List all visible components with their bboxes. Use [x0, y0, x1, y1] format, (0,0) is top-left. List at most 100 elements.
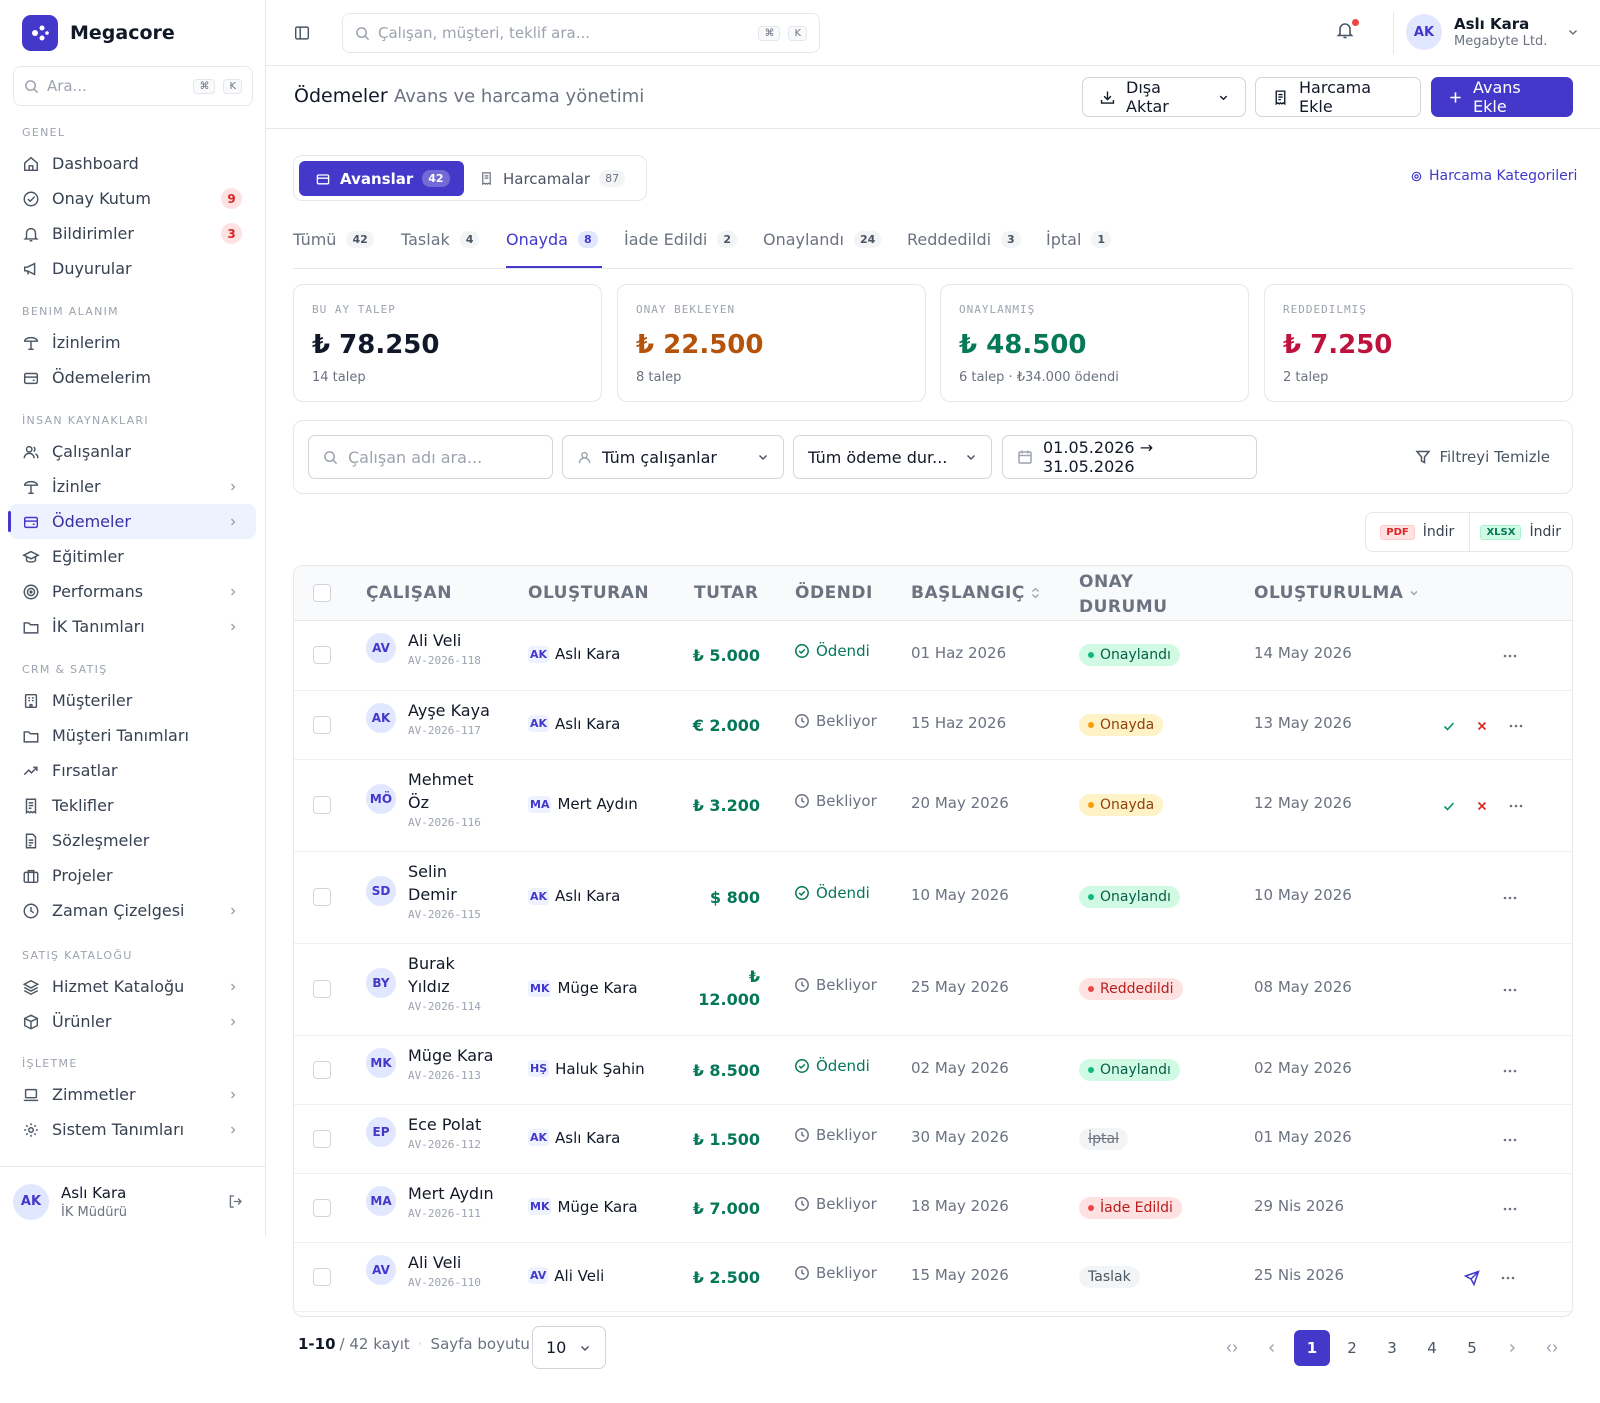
table-row[interactable]: MK Müge Kara AV-2026-113 HŞ Haluk Şahin ₺ 8.5…	[294, 1036, 1572, 1105]
brand[interactable]: Megacore	[22, 15, 175, 51]
page-1-button[interactable]: 1	[1294, 1330, 1330, 1366]
sidebar-item-onay-kutum[interactable]: Onay Kutum 9	[9, 181, 256, 216]
sidebar-item-duyurular[interactable]: Duyurular	[9, 251, 256, 286]
expense-categories-link[interactable]: Harcama Kategorileri	[1410, 168, 1577, 184]
sidebar-item-egitimler[interactable]: Eğitimler	[9, 539, 256, 574]
last-page-button[interactable]	[1534, 1330, 1570, 1366]
column-approval[interactable]: ONAY DURUMU	[1079, 570, 1168, 620]
table-row[interactable]: AV Ali Veli AV-2026-118 AK Aslı Kara ₺ 5.000 Ö…	[294, 621, 1572, 691]
xlsx-download-button[interactable]: XLSX İndir	[1470, 513, 1573, 551]
employee-cell[interactable]: AV Ali Veli AV-2026-118	[366, 629, 481, 667]
page-3-button[interactable]: 3	[1387, 1339, 1397, 1357]
sidebar-item-projeler[interactable]: Projeler	[9, 858, 256, 893]
row-checkbox[interactable]	[313, 715, 331, 734]
sidebar-item-bildirimler[interactable]: Bildirimler 3	[9, 216, 256, 251]
tab-onaylandi[interactable]: Onaylandı 24	[763, 226, 882, 268]
row-checkbox[interactable]	[313, 1060, 331, 1079]
column-employee[interactable]: ÇALIŞAN	[366, 583, 452, 603]
row-checkbox[interactable]	[313, 1267, 331, 1286]
table-row[interactable]: SD Selin Demir AV-2026-115 AK Aslı Kara $ 800 Ö…	[294, 852, 1572, 944]
tab-reddedildi[interactable]: Reddedildi 3	[907, 226, 1021, 268]
sidebar-item-musteriler[interactable]: Müşteriler	[9, 683, 256, 718]
employee-cell[interactable]: AV Ali Veli AV-2026-110	[366, 1251, 481, 1289]
more-actions-icon[interactable]	[1500, 1276, 1516, 1280]
sidebar-item-izinlerim[interactable]: İzinlerim	[9, 325, 256, 360]
date-range-picker[interactable]: 01.05.2026 → 31.05.2026	[1002, 435, 1257, 479]
reject-icon[interactable]	[1476, 800, 1488, 812]
payment-status-select[interactable]: Tüm ödeme dur...	[793, 435, 992, 479]
avatar[interactable]: AK	[13, 1183, 49, 1220]
sidebar-item-odemeler[interactable]: Ödemeler	[8, 504, 256, 539]
employee-cell[interactable]: MK Müge Kara AV-2026-113	[366, 1044, 493, 1082]
next-page-button[interactable]	[1494, 1330, 1530, 1366]
employee-cell[interactable]: EP Ece Polat AV-2026-112	[366, 1113, 481, 1151]
employee-select[interactable]: Tüm çalışanlar	[562, 435, 784, 479]
sidebar-item-sozlesmeler[interactable]: Sözleşmeler	[9, 823, 256, 858]
prev-page-button[interactable]	[1254, 1330, 1290, 1366]
export-button[interactable]: Dışa Aktar	[1082, 77, 1246, 117]
global-search-input[interactable]: Çalışan, müşteri, teklif ara... ⌘ K	[342, 13, 820, 53]
approve-icon[interactable]	[1442, 799, 1456, 813]
table-row[interactable]: AV Ali Veli AV-2026-110 AV Ali Veli ₺ 2.500 Be…	[294, 1243, 1572, 1312]
column-amount[interactable]: TUTAR	[694, 583, 759, 603]
tab-iptal[interactable]: İptal 1	[1046, 226, 1112, 268]
table-row[interactable]: MA Mert Aydın AV-2026-111 MK Müge Kara ₺ 7.00…	[294, 1174, 1572, 1243]
tab-iade-edildi[interactable]: İade Edildi 2	[624, 226, 738, 268]
reject-icon[interactable]	[1476, 720, 1488, 732]
first-page-button[interactable]	[1214, 1330, 1250, 1366]
sidebar-item-odemelerim[interactable]: Ödemelerim	[9, 360, 256, 395]
sidebar-item-firsatlar[interactable]: Fırsatlar	[9, 753, 256, 788]
sidebar-item-zimmetler[interactable]: Zimmetler	[9, 1077, 256, 1112]
send-icon[interactable]	[1464, 1269, 1480, 1286]
table-row[interactable]: AK Ayşe Kaya AV-2026-117 AK Aslı Kara € 2.000…	[294, 691, 1572, 760]
segment-harcamalar[interactable]: Harcamalar 87	[479, 161, 626, 196]
employee-cell[interactable]: MA Mert Aydın AV-2026-111	[366, 1182, 494, 1220]
employee-cell[interactable]: BY Burak Yıldız AV-2026-114	[366, 952, 481, 1013]
add-expense-button[interactable]: Harcama Ekle	[1255, 77, 1421, 117]
sidebar-item-performans[interactable]: Performans	[9, 574, 256, 609]
employee-cell[interactable]: SD Selin Demir AV-2026-115	[366, 860, 481, 921]
sidebar-item-calisanlar[interactable]: Çalışanlar	[9, 434, 256, 469]
page-size-select[interactable]: 10	[532, 1326, 606, 1369]
column-paid[interactable]: ÖDENDI	[795, 583, 873, 603]
sidebar-search-input[interactable]: Ara... ⌘ K	[13, 66, 253, 106]
table-row[interactable]: BY Burak Yıldız AV-2026-114 MK Müge Kara ₺ 12.0…	[294, 944, 1572, 1036]
sidebar-toggle-icon[interactable]	[293, 24, 311, 42]
more-actions-icon[interactable]	[1508, 724, 1524, 728]
table-row[interactable]: MÖ Mehmet Öz AV-2026-116 MA Mert Aydın ₺ 3.200…	[294, 760, 1572, 852]
more-actions-icon[interactable]	[1502, 896, 1518, 900]
more-actions-icon[interactable]	[1502, 1069, 1518, 1073]
sidebar-item-dashboard[interactable]: Dashboard	[9, 146, 256, 181]
notifications-button[interactable]	[1335, 18, 1360, 44]
select-all-checkbox[interactable]	[313, 584, 331, 602]
more-actions-icon[interactable]	[1502, 988, 1518, 992]
row-checkbox[interactable]	[313, 796, 331, 814]
table-row[interactable]: EP Ece Polat AV-2026-112 AK Aslı Kara ₺ 1.500…	[294, 1105, 1572, 1174]
more-actions-icon[interactable]	[1502, 1207, 1518, 1211]
sidebar-item-izinler[interactable]: İzinler	[9, 469, 256, 504]
sidebar-item-ik-tanimlari[interactable]: İK Tanımları	[9, 609, 256, 644]
segment-avanslar[interactable]: Avanslar 42	[299, 161, 464, 196]
more-actions-icon[interactable]	[1502, 654, 1518, 658]
sidebar-item-teklifler[interactable]: Teklifler	[9, 788, 256, 823]
column-created[interactable]: OLUŞTURULMA	[1254, 583, 1419, 603]
row-checkbox[interactable]	[313, 646, 331, 664]
employee-cell[interactable]: MÖ Mehmet Öz AV-2026-116	[366, 768, 481, 829]
pdf-download-button[interactable]: PDF İndir	[1366, 513, 1469, 551]
approve-icon[interactable]	[1442, 719, 1456, 733]
tab-onayda[interactable]: Onayda 8	[506, 226, 602, 268]
tab-tumu[interactable]: Tümü 42	[293, 226, 374, 268]
sidebar-item-musteri-tanimlari[interactable]: Müşteri Tanımları	[9, 718, 256, 753]
more-actions-icon[interactable]	[1508, 804, 1524, 808]
employee-search-input[interactable]: Çalışan adı ara...	[308, 435, 553, 479]
employee-cell[interactable]: AK Ayşe Kaya AV-2026-117	[366, 699, 490, 737]
row-checkbox[interactable]	[313, 888, 331, 906]
page-4-button[interactable]: 4	[1427, 1339, 1437, 1357]
sidebar-item-urunler[interactable]: Ürünler	[9, 1004, 256, 1039]
sidebar-item-sistem-tanimlari[interactable]: Sistem Tanımları	[9, 1112, 256, 1147]
more-actions-icon[interactable]	[1502, 1138, 1518, 1142]
row-checkbox[interactable]	[313, 1129, 331, 1148]
row-checkbox[interactable]	[313, 980, 331, 998]
row-checkbox[interactable]	[313, 1198, 331, 1217]
add-advance-button[interactable]: Avans Ekle	[1431, 77, 1573, 117]
